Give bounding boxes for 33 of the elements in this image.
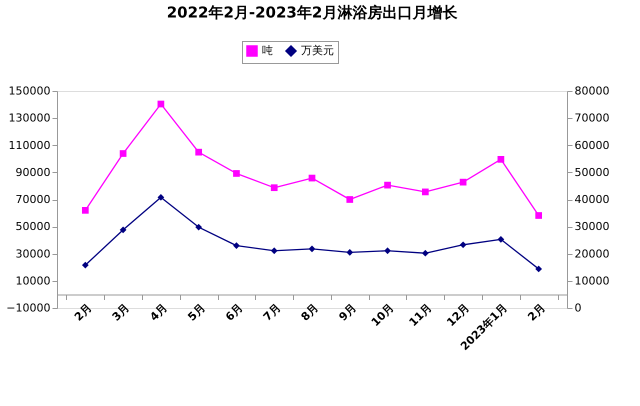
x-tick-label: 10月	[368, 301, 397, 330]
x-tick-label: 5月	[185, 301, 208, 324]
legend-label: 吨	[262, 44, 273, 57]
y-tick-label: 30000	[16, 247, 50, 260]
y-tick-label: 10000	[16, 274, 50, 288]
x-tick-label: 8月	[298, 301, 321, 324]
y2-tick-label: 10000	[574, 274, 610, 288]
chart-title: 2022年2月-2023年2月淋浴房出口月增长	[166, 4, 458, 22]
x-tick-label: 12月	[444, 301, 472, 330]
x-tick-label: 11月	[406, 301, 434, 330]
y-tick-label: 110000	[8, 138, 50, 152]
y2-tick-label: 30000	[574, 220, 610, 234]
y-tick-label: 70000	[16, 193, 50, 206]
y-tick-label: −10000	[6, 302, 50, 314]
y-tick-label: 50000	[16, 220, 50, 234]
x-tick-label: 6月	[223, 301, 246, 324]
x-tick-label: 9月	[336, 301, 359, 324]
legend-label: 万美元	[301, 44, 334, 57]
y2-tick-label: 40000	[574, 193, 610, 206]
y2-tick-label: 50000	[574, 166, 610, 179]
y2-tick-label: 20000	[574, 247, 610, 260]
x-tick-label: 2月	[72, 301, 94, 324]
y2-tick-label: 60000	[574, 138, 610, 152]
y-tick-label: 130000	[8, 112, 50, 125]
x-tick-label: 3月	[110, 301, 132, 324]
x-tick-label: 2月	[525, 301, 548, 324]
y2-tick-label: 80000	[574, 84, 610, 98]
y2-tick-label: 0	[574, 302, 582, 314]
y-tick-label: 150000	[8, 84, 50, 98]
y-tick-label: 90000	[16, 166, 50, 179]
y2-tick-label: 70000	[574, 112, 610, 125]
x-tick-label: 7月	[260, 301, 284, 324]
x-tick-label: 4月	[147, 301, 170, 324]
